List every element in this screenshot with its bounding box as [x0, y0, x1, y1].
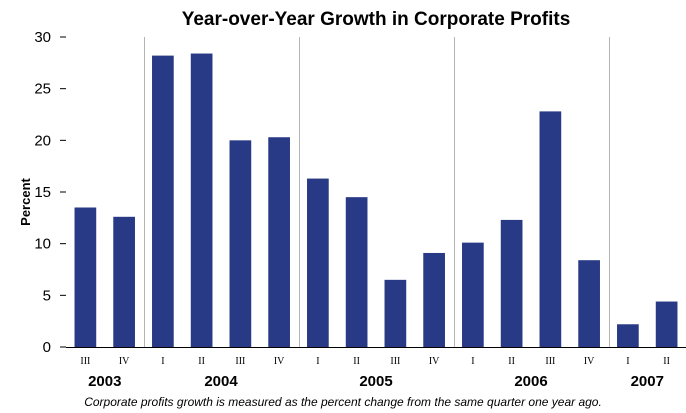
quarter-tick-label: IV — [119, 356, 130, 367]
quarter-tick-label: III — [390, 356, 400, 367]
bar — [307, 178, 329, 347]
quarter-tick-label: I — [161, 356, 164, 367]
bars — [74, 53, 678, 348]
bar — [500, 219, 523, 347]
bar — [462, 242, 484, 347]
quarter-tick-label: IV — [274, 356, 285, 367]
quarter-tick-label: II — [353, 356, 360, 367]
quarter-labels: III IV I II III IV I II III IV I II III IV I II — [80, 356, 670, 367]
bar — [617, 324, 639, 347]
quarter-tick-label: III — [545, 356, 555, 367]
bar — [190, 53, 213, 348]
bar — [423, 252, 445, 347]
quarter-tick-label: I — [626, 356, 629, 367]
quarter-tick-label: I — [471, 356, 474, 367]
y-tick-label: 0 — [43, 339, 51, 356]
quarter-tick-label: II — [508, 356, 515, 367]
year-label: 2004 — [204, 373, 238, 390]
bar — [345, 197, 368, 347]
quarter-tick-label: IV — [584, 356, 595, 367]
quarter-tick-label: II — [198, 356, 205, 367]
quarter-tick-label: III — [80, 356, 90, 367]
chart-title: Year-over-Year Growth in Corporate Profi… — [182, 9, 571, 30]
y-tick-label: 30 — [34, 29, 51, 46]
y-axis: 0 5 10 15 20 25 30 — [34, 29, 66, 356]
y-tick-label: 5 — [43, 287, 51, 304]
year-label: 2006 — [514, 373, 547, 390]
bar — [539, 111, 562, 348]
bar — [384, 279, 407, 347]
bar — [655, 301, 678, 347]
bar — [268, 137, 290, 347]
quarter-tick-label: III — [235, 356, 245, 367]
bar — [113, 216, 135, 347]
y-tick-label: 25 — [34, 81, 51, 98]
y-tick-label: 15 — [34, 184, 51, 201]
year-dividers — [144, 37, 610, 347]
bar — [578, 260, 600, 347]
y-tick-label: 20 — [34, 132, 51, 149]
quarter-tick-label: IV — [429, 356, 440, 367]
year-labels: 2003 2004 2005 2006 2007 — [88, 373, 664, 390]
year-label: 2007 — [631, 373, 664, 390]
y-tick-label: 10 — [34, 236, 51, 253]
chart-note: Corporate profits growth is measured as … — [84, 395, 602, 409]
bar — [152, 55, 174, 347]
bar — [229, 140, 252, 347]
year-label: 2003 — [88, 373, 121, 390]
bar — [74, 207, 97, 347]
quarter-tick-label: II — [663, 356, 670, 367]
y-axis-label: Percent — [18, 177, 33, 225]
year-label: 2005 — [359, 373, 392, 390]
quarter-tick-label: I — [316, 356, 319, 367]
